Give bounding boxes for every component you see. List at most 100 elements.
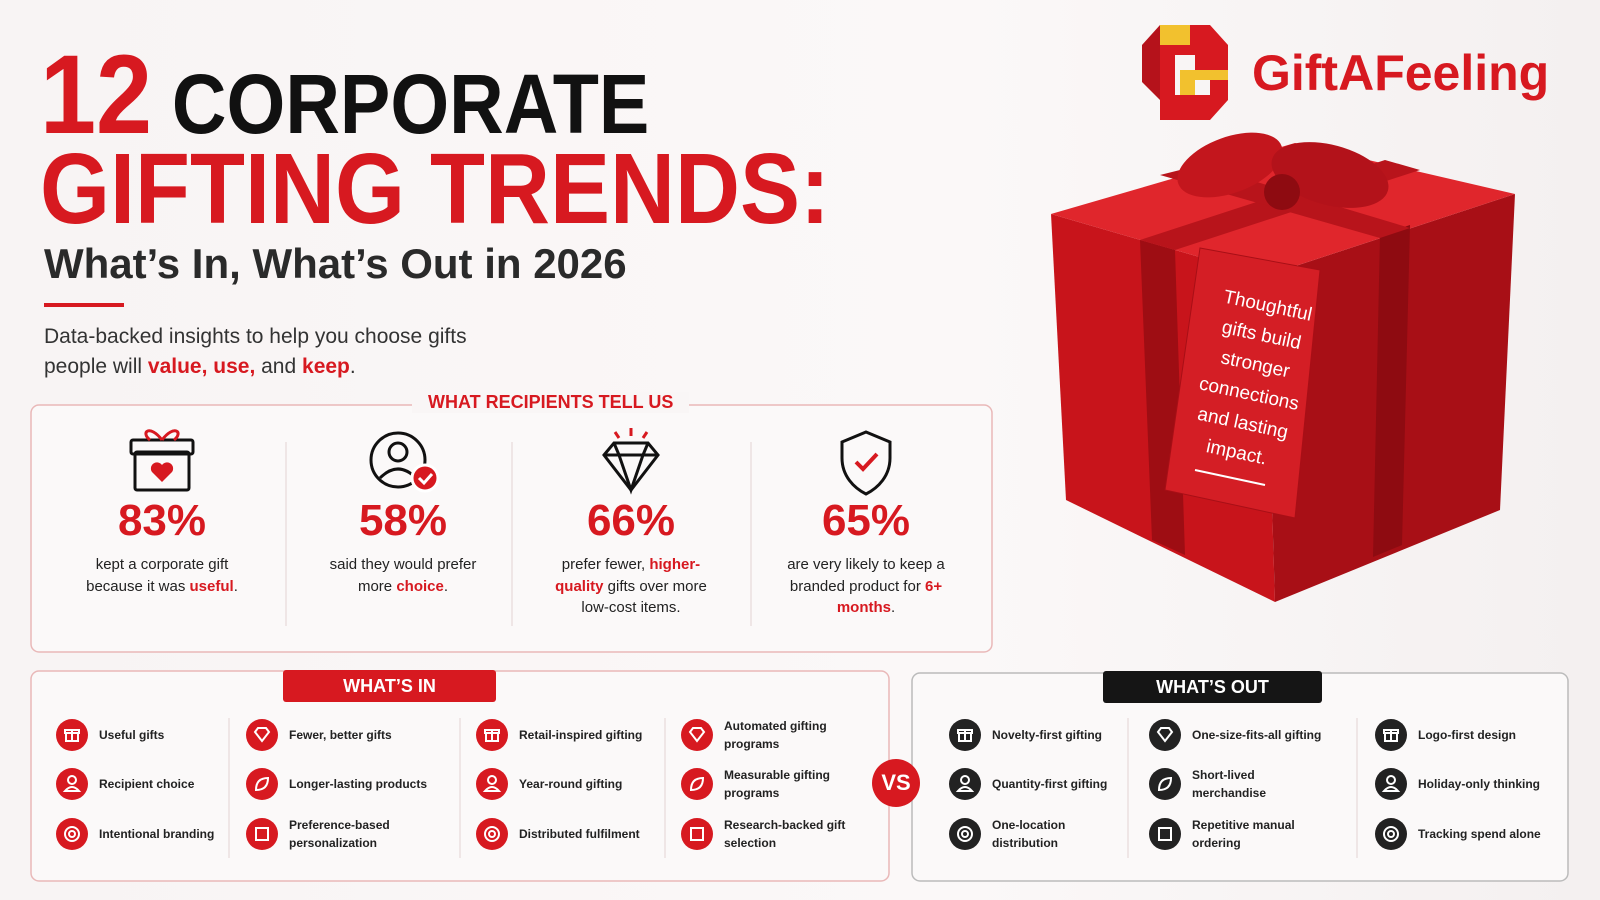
icon-glyph — [482, 775, 502, 792]
title-line-2: GIFTING TRENDS: — [40, 133, 830, 245]
item-icon — [56, 719, 88, 751]
icon-badge — [476, 818, 508, 850]
whats-in-heading: WHAT’S IN — [283, 670, 496, 702]
emphasis: useful — [189, 577, 234, 595]
whats-out-heading: WHAT’S OUT — [1103, 671, 1322, 703]
stat-description: kept a corporate gift because it was use… — [77, 554, 247, 597]
icon-gift — [129, 429, 195, 492]
icon-badge — [246, 818, 278, 850]
item-label: Intentional branding — [99, 827, 215, 841]
vs-label: VS — [881, 770, 911, 795]
icon-glyph — [255, 827, 269, 841]
stat-value: 83% — [117, 496, 207, 545]
icon-glyph — [957, 826, 974, 842]
icon-glyph — [1383, 826, 1400, 842]
icon-badge — [246, 719, 278, 751]
item-label: Recipient choice — [99, 777, 195, 791]
stat-value: 65% — [821, 496, 911, 545]
icon-glyph — [254, 776, 270, 792]
emphasis: keep — [302, 355, 350, 378]
stat-value: 58% — [358, 496, 448, 545]
item-label: Research-backed gift selection — [724, 818, 846, 850]
icon-glyph — [1158, 827, 1172, 841]
text: gifts over more low-cost items. — [581, 577, 707, 617]
emphasis: higher-quality — [555, 556, 701, 595]
text: Data-backed insights to help you choose … — [44, 325, 467, 378]
text: prefer fewer, — [561, 556, 650, 573]
item-label: Repetitive manual ordering — [1192, 818, 1295, 850]
text: are very likely to keep a branded produc… — [787, 556, 945, 595]
item-label: Preference-based personalization — [289, 818, 390, 850]
vs-badge — [872, 759, 920, 807]
stat-description: are very likely to keep a branded produc… — [781, 554, 951, 619]
icon-glyph — [64, 729, 80, 742]
icon-badge — [1375, 818, 1407, 850]
title-part: 12 — [40, 32, 153, 157]
item-label: Holiday-only thinking — [1418, 777, 1540, 791]
item-icon — [949, 768, 981, 800]
item-label: Logo-first design — [1418, 728, 1516, 742]
icon-person — [369, 431, 440, 493]
title-underline — [44, 303, 124, 307]
item-icon — [1375, 719, 1407, 751]
icon-glyph — [253, 727, 271, 743]
icon-glyph — [64, 826, 81, 842]
text: . — [891, 599, 896, 616]
icon-glyph — [484, 826, 501, 842]
item-icon — [949, 818, 981, 850]
stats-heading: WHAT RECIPIENTS TELL US — [412, 392, 690, 413]
text: said they would prefer more — [329, 556, 477, 595]
icon-badge — [1149, 818, 1181, 850]
logo-mark — [1142, 25, 1228, 120]
item-icon — [476, 719, 508, 751]
icon-badge — [1149, 719, 1181, 751]
emphasis: value, use, — [147, 355, 256, 378]
emphasis: choice — [396, 577, 444, 595]
item-label: Retail-inspired gifting — [519, 728, 643, 742]
item-label: Short-lived merchandise — [1192, 768, 1267, 800]
item-icon — [246, 768, 278, 800]
item-icon — [1149, 768, 1181, 800]
item-icon — [1375, 768, 1407, 800]
item-label: Measurable gifting programs — [724, 768, 831, 800]
icon-diamond — [602, 428, 660, 495]
icon-shield — [840, 430, 892, 496]
stat-description: prefer fewer, higher-quality gifts over … — [546, 554, 716, 619]
item-label: Quantity-first gifting — [992, 777, 1108, 791]
item-icon — [1375, 818, 1407, 850]
icon-badge — [949, 818, 981, 850]
item-label: One-size-fits-all gifting — [1192, 728, 1322, 742]
icon-glyph — [689, 776, 705, 792]
item-icon — [246, 818, 278, 850]
item-label: Distributed fulfilment — [519, 827, 640, 841]
icon-glyph — [957, 729, 973, 742]
item-icon — [246, 719, 278, 751]
stat-value: 66% — [586, 496, 676, 545]
item-label: Fewer, better gifts — [289, 728, 392, 742]
icon-badge — [681, 719, 713, 751]
stat-description: said they would prefer more choice. — [318, 554, 488, 597]
item-icon — [56, 818, 88, 850]
item-icon — [56, 768, 88, 800]
icon-glyph — [62, 775, 82, 792]
item-label: Tracking spend alone — [1418, 827, 1541, 841]
icon-badge — [681, 768, 713, 800]
brand-name: GiftAFeeling — [1252, 45, 1550, 101]
text: . — [443, 577, 449, 595]
title-line-1: 12 CORPORATE — [40, 30, 669, 159]
icon-glyph — [1156, 727, 1174, 743]
gift-box — [1051, 132, 1515, 602]
item-icon — [681, 818, 713, 850]
item-label: Automated gifting programs — [724, 719, 827, 751]
item-icon — [476, 768, 508, 800]
text: kept a corporate gift because it was — [86, 556, 229, 595]
icon-glyph — [1383, 729, 1399, 742]
icon-glyph — [688, 727, 706, 743]
item-label: Longer-lasting products — [289, 777, 427, 791]
item-icon — [681, 768, 713, 800]
item-icon — [476, 818, 508, 850]
item-label: Year-round gifting — [519, 777, 623, 791]
icon-badge — [246, 768, 278, 800]
title-part: CORPORATE — [171, 57, 650, 151]
